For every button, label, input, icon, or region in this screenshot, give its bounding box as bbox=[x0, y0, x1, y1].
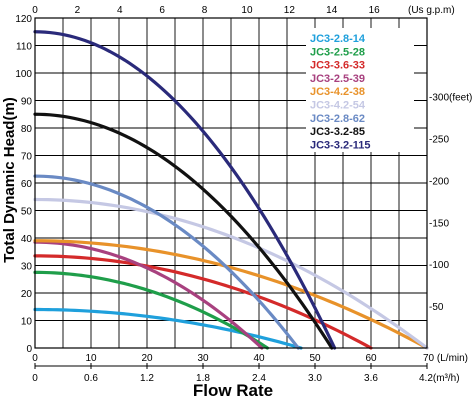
curve-jc3-2.8-14 bbox=[33, 307, 303, 350]
m3h-tick-label: 3.0 bbox=[308, 373, 322, 384]
top-tick-label: 14 bbox=[326, 5, 338, 16]
legend-entry: JC3-3.2-85 bbox=[310, 126, 365, 138]
x-tick-label: 10 bbox=[85, 353, 97, 364]
curve-jc3-4.2-38 bbox=[33, 239, 429, 350]
curve-jc3-2.8-62 bbox=[33, 174, 300, 350]
y-axis-title: Total Dynamic Head(m) bbox=[1, 97, 18, 263]
curve-jc3-4.2-54 bbox=[33, 197, 429, 350]
x-tick-label: 50 bbox=[309, 353, 321, 364]
x-tick-label: 40 bbox=[253, 353, 265, 364]
y-tick-label: 120 bbox=[15, 14, 32, 25]
legend-entry: JC3-2.8-14 bbox=[310, 33, 366, 45]
m3h-tick-label: 0 bbox=[32, 373, 38, 384]
y-tick-label: 70 bbox=[21, 152, 33, 163]
top-tick-label: 12 bbox=[284, 5, 296, 16]
y-tick-label: 30 bbox=[21, 262, 33, 273]
curves bbox=[33, 30, 429, 350]
plot-frame bbox=[34, 17, 428, 349]
x-tick-label: 30 bbox=[197, 353, 209, 364]
curve-jc3-2.5-39 bbox=[33, 240, 264, 350]
x-tick-label: 0 bbox=[32, 353, 38, 364]
y-tick-label: 40 bbox=[21, 234, 33, 245]
top-tick-label: 2 bbox=[75, 5, 81, 16]
legend-entry: JC3-2.5-28 bbox=[310, 46, 365, 58]
x-tick-label: 20 bbox=[141, 353, 153, 364]
legend-entry: JC3-3.6-33 bbox=[310, 60, 365, 72]
y-tick-label: 60 bbox=[21, 179, 33, 190]
y-tick-label: 90 bbox=[21, 97, 33, 108]
legend-entry: JC3-4.2-38 bbox=[310, 86, 365, 98]
y-tick-label: 10 bbox=[21, 317, 33, 328]
m3h-tick-label: 3.6 bbox=[364, 373, 378, 384]
right-tick-label: -300(feet) bbox=[429, 93, 472, 104]
m3h-tick-label: 2.4 bbox=[252, 373, 266, 384]
curve-jc3-3.2-115 bbox=[33, 30, 337, 350]
y-tick-label: 50 bbox=[21, 207, 33, 218]
curve-jc3-2.5-28 bbox=[33, 270, 269, 350]
y-tick-label: 100 bbox=[15, 69, 32, 80]
right-tick-label: -100 bbox=[429, 260, 449, 271]
top-tick-label: 6 bbox=[159, 5, 165, 16]
top-tick-label: 10 bbox=[241, 5, 253, 16]
y-tick-label: 20 bbox=[21, 289, 33, 300]
right-tick-label: -50 bbox=[429, 302, 444, 313]
x-axis-title: Flow Rate bbox=[193, 381, 273, 400]
m3h-unit-label: 4.2(m³/h) bbox=[419, 373, 460, 384]
y-tick-label: 80 bbox=[21, 124, 33, 135]
right-tick-label: -200 bbox=[429, 176, 449, 187]
y-tick-label: 110 bbox=[16, 42, 32, 53]
m3h-tick-label: 1.2 bbox=[140, 373, 154, 384]
legend-entry: JC3-2.5-39 bbox=[310, 73, 365, 85]
y-tick-label: 0 bbox=[26, 344, 32, 355]
legend-entry: JC3-4.2-54 bbox=[310, 100, 366, 112]
top-tick-label: 0 bbox=[32, 5, 38, 16]
legend-entry: JC3-2.8-62 bbox=[310, 113, 365, 125]
right-tick-label: -150 bbox=[429, 218, 449, 229]
top-tick-label: 16 bbox=[369, 5, 381, 16]
m3h-tick-label: 0.6 bbox=[84, 373, 98, 384]
top-tick-label: 8 bbox=[202, 5, 208, 16]
curve-jc3-3.2-85 bbox=[33, 112, 334, 350]
legend-entry: JC3-3.2-115 bbox=[310, 139, 371, 151]
top-unit-label: (Us g.p.m) bbox=[408, 5, 455, 16]
legend-box bbox=[306, 28, 414, 152]
x-unit-label: 70 (L/min) bbox=[423, 353, 468, 364]
top-tick-label: 4 bbox=[117, 5, 123, 16]
m3h-tick-label: 1.8 bbox=[196, 373, 210, 384]
x-tick-label: 60 bbox=[365, 353, 377, 364]
right-tick-label: -250 bbox=[429, 134, 449, 145]
